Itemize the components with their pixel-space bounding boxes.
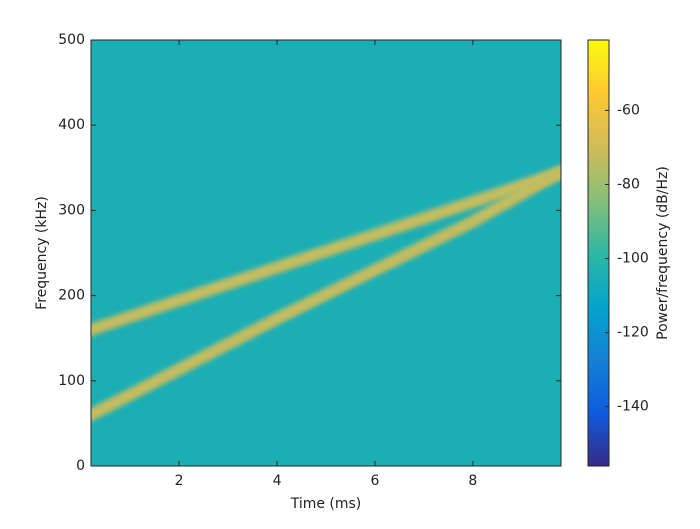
chirp-ridge (91, 166, 561, 336)
colorbar-tick-label: -100 (617, 251, 649, 267)
colorbar-label: Power/frequency (dB/Hz) (655, 166, 671, 340)
x-tick-label: 6 (370, 473, 379, 489)
y-tick-label: 300 (58, 202, 85, 218)
colorbar (587, 39, 610, 467)
colorbar-tick-label: -140 (617, 399, 649, 415)
chirp-ridge (91, 166, 561, 421)
colorbar-tick-label: -60 (617, 102, 640, 118)
plot-area (91, 40, 561, 466)
x-axis-label: Time (ms) (290, 496, 362, 512)
x-tick-label: 2 (175, 473, 184, 489)
x-tick-label: 4 (273, 473, 282, 489)
y-tick-label: 400 (58, 117, 85, 133)
y-tick-label: 100 (58, 373, 85, 389)
y-tick-label: 200 (58, 288, 85, 304)
colorbar-tick-label: -80 (617, 176, 640, 192)
y-tick-label: 500 (58, 32, 85, 48)
x-tick-label: 8 (468, 473, 477, 489)
y-tick-label: 0 (76, 458, 85, 474)
colorbar-tick-label: -120 (617, 325, 649, 341)
y-axis-label: Frequency (kHz) (34, 196, 50, 310)
axes-frame (90, 39, 562, 467)
